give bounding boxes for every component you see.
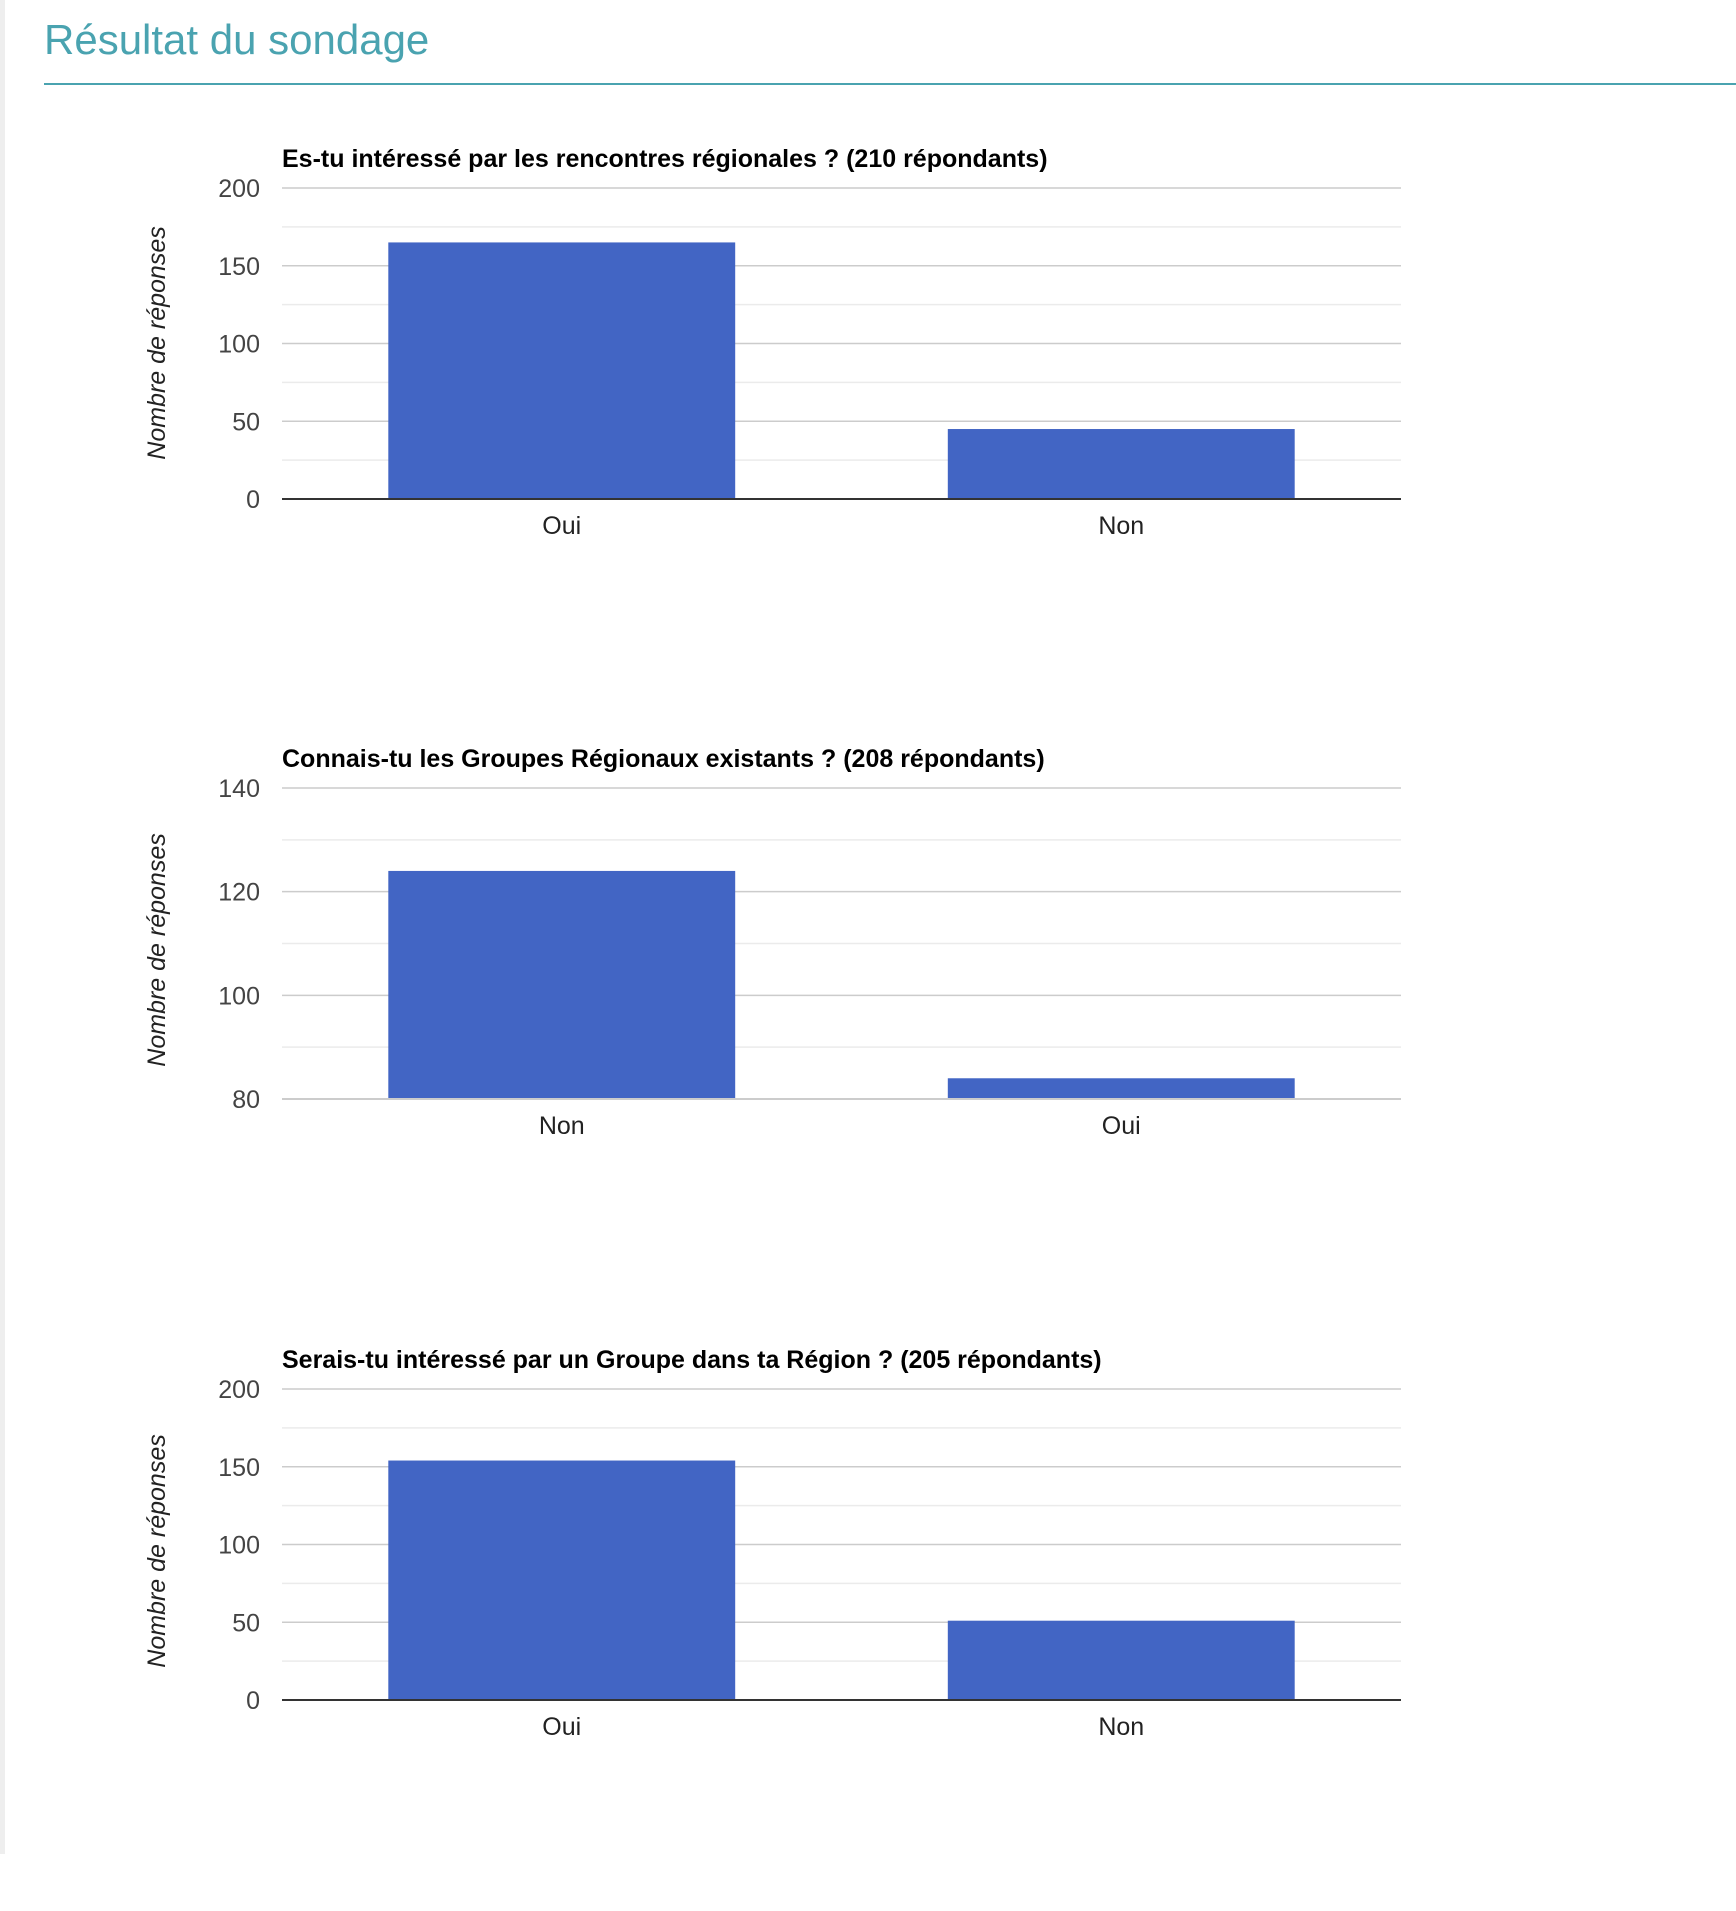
y-tick-label: 120 (218, 879, 260, 907)
y-tick-label: 100 (218, 331, 260, 359)
chart-panel-groupes-existants: Connais-tu les Groupes Régionaux existan… (44, 710, 1736, 1310)
y-tick-label: 80 (232, 1086, 260, 1114)
bar-non (388, 870, 736, 1099)
bar-oui (947, 1078, 1295, 1099)
y-axis-title: Nombre de réponses (143, 226, 171, 459)
y-tick-label: 100 (218, 1532, 260, 1560)
y-axis-title: Nombre de réponses (143, 833, 171, 1066)
chart-title: Serais-tu intéressé par un Groupe dans t… (282, 1346, 1102, 1374)
y-tick-label: 140 (218, 775, 260, 803)
x-category-label: Non (1098, 512, 1144, 540)
x-category-label: Oui (542, 1713, 581, 1741)
y-tick-label: 150 (218, 253, 260, 281)
y-tick-label: 0 (246, 486, 260, 514)
x-category-label: Oui (542, 512, 581, 540)
chart-panel-groupe-region: Serais-tu intéressé par un Groupe dans t… (44, 1311, 1736, 1911)
bar-oui (388, 242, 736, 500)
bars: Oui Non (388, 1460, 1295, 1741)
bars: Non Oui (388, 870, 1295, 1140)
y-tick-label: 200 (218, 1376, 260, 1404)
bar-non (947, 1620, 1295, 1700)
y-tick-label: 50 (232, 1609, 260, 1637)
y-axis-title: Nombre de réponses (143, 1434, 171, 1667)
bar-oui (388, 1460, 736, 1700)
bars: Oui Non (388, 242, 1295, 540)
y-tick-label: 200 (218, 175, 260, 203)
bar-non (947, 429, 1295, 499)
y-tick-label: 0 (246, 1687, 260, 1715)
chart-title: Connais-tu les Groupes Régionaux existan… (282, 745, 1045, 773)
chart-panel-rencontres: Es-tu intéressé par les rencontres régio… (44, 110, 1736, 710)
x-category-label: Non (1098, 1713, 1144, 1741)
chart-title: Es-tu intéressé par les rencontres régio… (282, 145, 1048, 173)
page-left-edge (0, 0, 5, 1854)
page-title: Résultat du sondage (44, 16, 430, 63)
bar-chart-groupe-region: Serais-tu intéressé par un Groupe dans t… (143, 1346, 1401, 1741)
bar-chart-rencontres: Es-tu intéressé par les rencontres régio… (143, 145, 1401, 540)
x-category-label: Oui (1102, 1112, 1141, 1140)
y-tick-label: 150 (218, 1454, 260, 1482)
y-tick-label: 50 (232, 408, 260, 436)
y-tick-label: 100 (218, 982, 260, 1010)
bar-chart-groupes-existants: Connais-tu les Groupes Régionaux existan… (143, 745, 1401, 1140)
title-divider (44, 83, 1736, 85)
x-category-label: Non (539, 1112, 585, 1140)
